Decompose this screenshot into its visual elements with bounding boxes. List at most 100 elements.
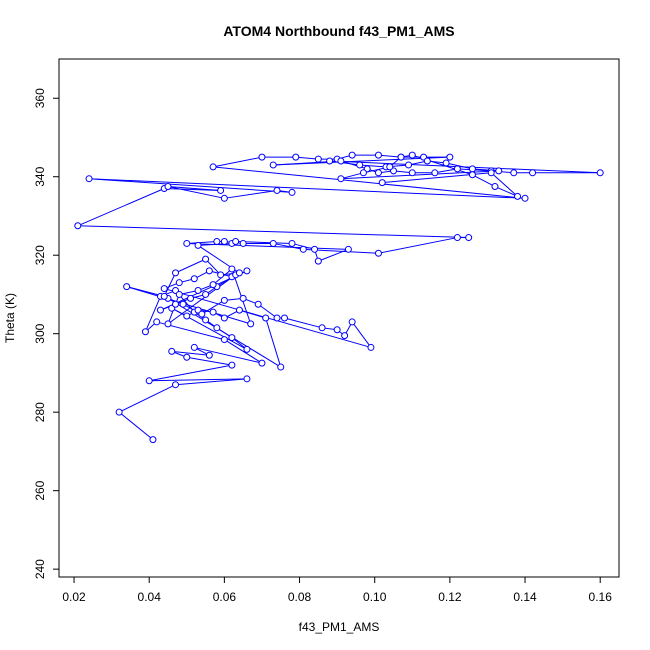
series-segment [149,378,247,382]
data-point [179,300,187,308]
data-point [348,151,356,159]
data-point [318,324,326,332]
data-point [202,316,210,324]
data-point [442,159,450,167]
series-segment [472,174,496,187]
data-point [397,153,405,161]
series-segment [171,350,210,356]
series-segment [257,303,278,319]
data-point [205,267,213,275]
data-point [378,179,386,187]
y-tick-label: 360 [33,88,47,108]
data-point [273,314,281,322]
series-segment [118,411,154,441]
data-point [247,320,255,328]
series-segment [186,240,217,244]
data-point [453,234,461,242]
x-tick-label: 0.14 [513,590,537,604]
data-point [220,194,228,202]
data-point [153,318,161,326]
series-segment [144,296,161,332]
data-point [149,436,157,444]
y-axis-label: Theta (K) [3,293,17,343]
data-point [209,281,217,289]
data-point [314,257,322,265]
data-point [491,183,499,191]
x-tick-label: 0.08 [288,590,312,604]
series-segment [351,321,372,348]
data-point [262,314,270,322]
data-point [446,153,454,161]
data-point [141,328,149,336]
data-point [198,310,206,318]
data-point [529,169,537,177]
data-point [74,222,82,230]
data-point [408,169,416,177]
data-point [217,271,225,279]
data-point [194,287,202,295]
data-point [220,336,228,344]
data-point [190,343,198,351]
series-segment [224,339,263,364]
data-point [115,408,123,416]
data-point [220,237,228,245]
data-point [468,165,476,173]
data-point [85,175,93,183]
data-point [596,169,604,177]
data-point [209,163,217,171]
series-segment [118,384,176,413]
x-axis: 0.02 0.04 0.06 0.08 0.10 0.12 0.14 0.16 [62,577,612,604]
series-segment [186,356,232,366]
series-segment [340,172,364,180]
series-segment [378,237,458,254]
series-segment [205,258,221,276]
data-point [258,359,266,367]
data-point [359,169,367,177]
data-point [217,186,225,194]
data-point [337,175,345,183]
data-point [243,345,251,353]
data-point [160,285,168,293]
data-point [288,188,296,196]
data-point [194,241,202,249]
data-point [337,157,345,165]
data-point [202,290,210,298]
data-point [408,151,416,159]
data-point [183,353,191,361]
data-point [423,157,431,165]
data-point [521,194,529,202]
data-point [172,300,180,308]
series-segment [167,186,221,191]
data-point [348,318,356,326]
series-segment [224,189,278,199]
data-point [232,237,240,245]
data-point [228,265,236,273]
data-point [190,275,198,283]
x-tick-label: 0.12 [438,590,462,604]
x-tick-label: 0.16 [589,590,613,604]
data-point [220,296,228,304]
data-point [277,363,285,371]
series-segment [340,160,368,170]
data-point [228,334,236,342]
series-segment [295,156,319,160]
series-segment [126,286,251,325]
x-axis-label: f43_PM1_AMS [299,620,380,634]
data-point [160,292,168,300]
data-point [235,269,243,277]
data-point [202,255,210,263]
data-point [239,294,247,302]
series-segment [329,160,360,166]
data-point [453,165,461,173]
x-tick-label: 0.04 [138,590,162,604]
series-segment [273,242,304,250]
data-point [187,294,195,302]
data-point [374,169,382,177]
data-point [269,161,277,169]
data-point [311,245,319,253]
series-segment [212,156,263,168]
data-point [487,169,495,177]
data-point [465,234,473,242]
data-point [374,151,382,159]
